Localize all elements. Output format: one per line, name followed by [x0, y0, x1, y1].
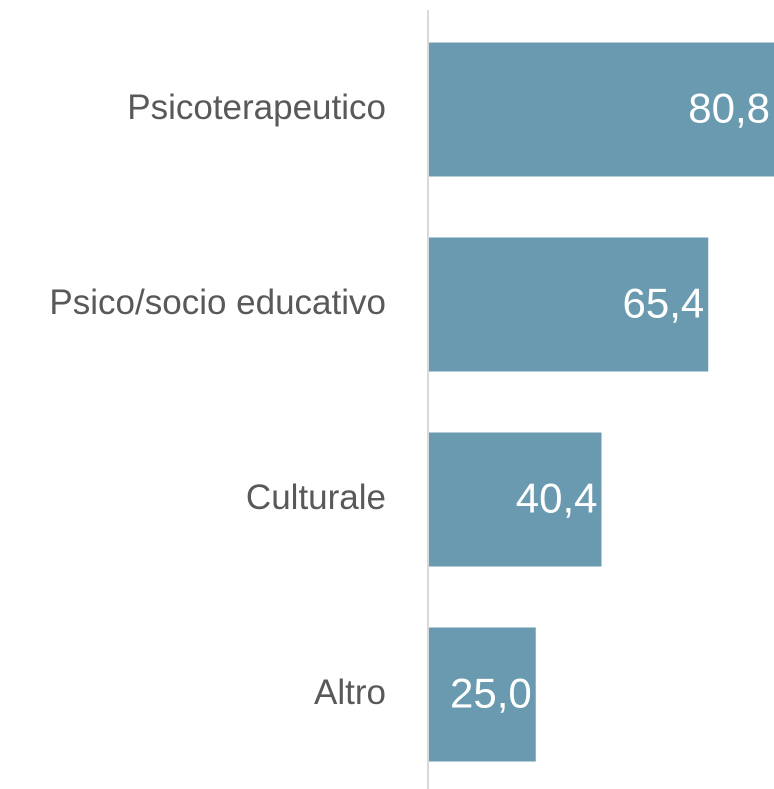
category-label: Altro: [314, 673, 386, 712]
category-label: Psico/socio educativo: [49, 283, 386, 322]
category-label: Psicoterapeutico: [127, 88, 386, 127]
value-label: 25,0: [450, 670, 532, 717]
category-label: Culturale: [246, 478, 386, 517]
value-label: 80,8: [688, 85, 770, 132]
bar: [429, 432, 602, 567]
bar: [429, 42, 774, 177]
value-label: 65,4: [622, 280, 704, 327]
value-label: 40,4: [516, 475, 598, 522]
bar: [429, 237, 709, 372]
bar: [429, 627, 536, 762]
